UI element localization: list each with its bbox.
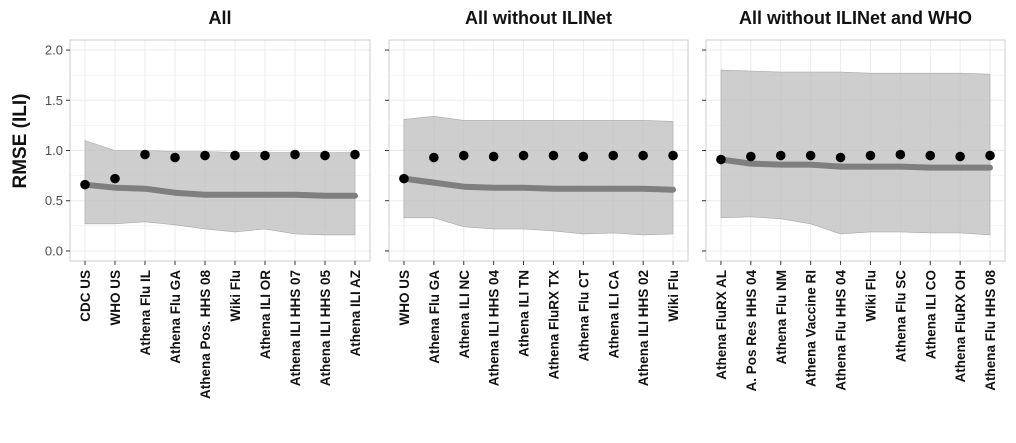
x-tick-label: Athena ILI OR (258, 270, 273, 360)
x-tick-label: Athena Flu HHS 04 (834, 270, 849, 391)
x-tick-label: Athena Pos. HHS 08 (198, 270, 213, 400)
data-point (925, 150, 936, 161)
mean-rmse-line (718, 156, 993, 171)
data-point (320, 150, 330, 161)
panel-title: All without ILINet and WHO (739, 8, 972, 28)
data-point (985, 150, 995, 161)
x-tick-label: Athena FluRX AL (714, 270, 729, 380)
data-point (608, 150, 619, 161)
panel-2: All without ILINet WHO US Athena Flu GA Ath… (385, 8, 689, 386)
data-point (140, 149, 150, 160)
uncertainty-band (720, 69, 991, 236)
x-tick-label: Athena FluRX OH (953, 270, 968, 383)
data-point (865, 150, 876, 161)
data-point (955, 151, 965, 162)
data-point (110, 173, 120, 184)
uncertainty-band (403, 115, 674, 236)
x-tick-label: Athena Flu GA (427, 270, 442, 364)
data-point (458, 150, 469, 161)
x-tick-label: WHO US (108, 270, 123, 326)
data-point (746, 151, 756, 162)
data-point (638, 150, 648, 161)
data-point (290, 149, 300, 160)
x-tick-label: Wiki Flu (863, 270, 878, 322)
y-axis-label: RMSE (ILI) (10, 94, 31, 189)
x-tick-label: Athena ILI TN (517, 270, 532, 357)
points (716, 149, 995, 165)
y-tick-label: 0.5 (45, 193, 63, 208)
y-tick-label: 1.5 (45, 93, 63, 108)
data-point (488, 151, 499, 162)
data-point (716, 154, 726, 165)
data-point (260, 150, 270, 161)
x-axis: WHO US Athena Flu GA Athena ILI NC Athena I… (397, 261, 681, 386)
x-tick-label: Athena Flu SC (893, 270, 908, 363)
data-point (429, 152, 439, 163)
y-axis (385, 49, 389, 252)
x-axis: Athena FluRX AL A. Pos Res HHS 04 Athena F… (714, 261, 998, 392)
data-point (399, 173, 409, 184)
x-tick-label: Athena Vaccine RI (804, 270, 819, 387)
x-tick-label: Wiki Flu (666, 270, 681, 322)
x-tick-label: Athena FluRX TX (546, 270, 561, 380)
panel-title: All (208, 8, 231, 28)
mean-rmse-line (400, 175, 676, 193)
y-axis: 0.0 0.5 1.0 1.5 2.0 (45, 43, 70, 258)
panels: All 0.0 0.5 1.0 1.5 2.0 CDC US WHO US Athena Flu… (45, 8, 1006, 399)
data-point (835, 152, 846, 163)
x-tick-label: A. Pos Res HHS 04 (744, 270, 759, 392)
x-tick-label: Athena ILI HHS 05 (318, 270, 333, 387)
x-tick-label: Athena Flu GA (168, 270, 183, 364)
x-tick-label: Athena ILI CO (923, 270, 938, 359)
y-axis (702, 49, 706, 252)
x-tick-label: Athena ILI HHS 02 (636, 270, 651, 386)
uncertainty-band (84, 140, 356, 236)
y-tick-label: 1.0 (45, 143, 63, 158)
data-point (80, 179, 90, 190)
points (399, 150, 678, 184)
data-point (548, 150, 559, 161)
points (80, 149, 360, 190)
y-tick-label: 0.0 (45, 243, 63, 258)
panel-3: All without ILINet and WHO Athena FluRX A… (702, 8, 1006, 392)
data-point (668, 150, 678, 161)
data-point (350, 149, 360, 160)
data-point (170, 152, 180, 163)
x-tick-label: CDC US (78, 270, 93, 322)
data-point (578, 151, 589, 162)
x-axis: CDC US WHO US Athena Flu IL Athena Flu GA At… (78, 261, 363, 399)
x-tick-label: Wiki Flu (228, 270, 243, 322)
panel-1: All 0.0 0.5 1.0 1.5 2.0 CDC US WHO US Athena Flu… (45, 8, 371, 399)
x-tick-label: Athena Flu NM (774, 270, 789, 365)
x-tick-label: Athena ILI CA (606, 270, 621, 359)
x-tick-label: Athena Flu CT (576, 269, 591, 361)
x-tick-label: Athena ILI HHS 07 (288, 270, 303, 386)
x-tick-label: Athena ILI NC (457, 270, 472, 359)
data-point (775, 150, 786, 161)
x-tick-label: Athena ILI AZ (348, 270, 363, 357)
x-tick-label: WHO US (397, 270, 412, 326)
mean-rmse-line (82, 181, 358, 199)
data-point (895, 149, 906, 160)
y-tick-label: 2.0 (45, 43, 63, 58)
panel-title: All without ILINet (465, 8, 612, 28)
data-point (230, 150, 240, 161)
x-tick-label: Athena Flu HHS 08 (983, 270, 998, 391)
data-point (805, 150, 816, 161)
data-point (518, 150, 529, 161)
data-point (200, 150, 210, 161)
x-tick-label: Athena ILI HHS 04 (487, 270, 502, 387)
x-tick-label: Athena Flu IL (138, 270, 153, 356)
